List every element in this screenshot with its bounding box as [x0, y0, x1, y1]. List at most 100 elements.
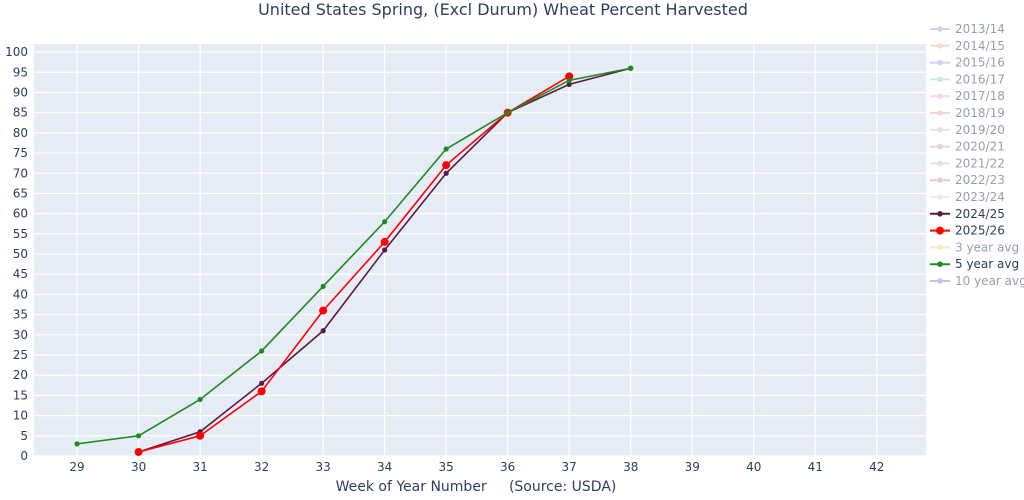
legend-marker — [937, 177, 943, 183]
series-line-2025-26 — [138, 75, 570, 453]
data-point-2024-25 — [382, 247, 388, 253]
legend-marker — [937, 194, 943, 200]
legend-label: 2019/20 — [955, 123, 1005, 137]
y-tick-label: 55 — [13, 227, 28, 241]
legend-label: 3 year avg — [955, 240, 1019, 254]
data-point-2025-26 — [380, 237, 389, 246]
legend-marker — [937, 261, 943, 268]
legend-item-2015-16[interactable]: 2015/16 — [930, 56, 1005, 70]
legend-label: 2017/18 — [955, 89, 1005, 103]
data-point-2024-25 — [443, 170, 449, 176]
y-tick-label: 20 — [13, 368, 28, 382]
legend-label: 2021/22 — [955, 156, 1005, 170]
legend-item-3-year-avg[interactable]: 3 year avg — [930, 240, 1019, 254]
x-tick-label: 37 — [562, 460, 577, 474]
legend-marker — [937, 278, 943, 284]
data-point-2024-25 — [259, 380, 265, 386]
data-point-5-year-avg — [74, 441, 80, 447]
legend-marker — [937, 59, 943, 66]
legend-item-2019-20[interactable]: 2019/20 — [930, 123, 1005, 137]
legend-marker — [937, 76, 943, 83]
y-tick-label: 100 — [5, 45, 28, 59]
y-tick-label: 50 — [13, 247, 28, 261]
data-point-2025-26 — [442, 161, 451, 170]
legend-item-2017-18[interactable]: 2017/18 — [930, 89, 1005, 103]
legend-item-2024-25[interactable]: 2024/25 — [930, 207, 1005, 221]
legend-item-2013-14[interactable]: 2013/14 — [930, 22, 1005, 36]
y-tick-label: 40 — [13, 287, 28, 301]
y-tick-label: 15 — [13, 388, 28, 402]
legend-item-2021-22[interactable]: 2021/22 — [930, 156, 1005, 170]
y-tick-label: 95 — [13, 65, 28, 79]
y-tick-label: 30 — [13, 328, 28, 342]
legend-item-2014-15[interactable]: 2014/15 — [930, 39, 1005, 53]
legend-label: 2016/17 — [955, 72, 1005, 86]
x-tick-label: 40 — [746, 460, 761, 474]
legend-label: 2025/26 — [955, 224, 1005, 238]
legend-label: 5 year avg — [955, 257, 1019, 271]
series-line-5-year-avg — [76, 67, 631, 445]
legend-item-2023-24[interactable]: 2023/24 — [930, 190, 1005, 204]
legend-marker — [937, 244, 943, 251]
grid-lines — [34, 44, 926, 457]
legend-marker — [937, 211, 943, 217]
y-tick-label: 45 — [13, 267, 28, 281]
legend-label: 2018/19 — [955, 106, 1005, 120]
x-tick-label: 36 — [500, 460, 515, 474]
x-tick-label: 39 — [685, 460, 700, 474]
legend-item-2022-23[interactable]: 2022/23 — [930, 173, 1005, 187]
x-tick-label: 42 — [869, 460, 884, 474]
x-tick-label: 41 — [808, 460, 823, 474]
legend: 2013/14 2014/15 2015/16 2016/17 2017/18 2018/… — [930, 22, 1024, 288]
data-point-2025-26 — [134, 447, 143, 456]
data-point-5-year-avg — [443, 146, 449, 152]
legend-label: 10 year avg — [955, 274, 1024, 288]
y-tick-label: 65 — [13, 186, 28, 200]
data-point-2025-26 — [319, 306, 328, 315]
y-tick-label: 90 — [13, 85, 28, 99]
y-tick-label: 5 — [20, 429, 28, 443]
legend-item-10-year-avg[interactable]: 10 year avg — [930, 274, 1024, 288]
legend-marker — [937, 127, 943, 133]
plot-area — [34, 44, 926, 456]
x-tick-label: 31 — [192, 460, 207, 474]
legend-label: 2020/21 — [955, 140, 1005, 154]
legend-label: 2014/15 — [955, 39, 1005, 53]
x-tick-label: 38 — [623, 460, 638, 474]
legend-marker — [937, 110, 943, 116]
data-point-2024-25 — [320, 328, 326, 334]
y-axis-ticks: 0 5 10 15 20 25 30 35 40 45 50 55 60 65 70 75 80 85 90 95 10… — [5, 45, 28, 463]
y-tick-label: 35 — [13, 308, 28, 322]
series-2025-26 — [134, 72, 574, 456]
legend-marker — [937, 93, 943, 99]
x-tick-label: 30 — [131, 460, 146, 474]
legend-item-2025-26[interactable]: 2025/26 — [930, 224, 1005, 238]
series-lines — [74, 65, 634, 456]
legend-item-2016-17[interactable]: 2016/17 — [930, 72, 1005, 86]
legend-item-5-year-avg[interactable]: 5 year avg — [930, 257, 1019, 271]
legend-label: 2022/23 — [955, 173, 1005, 187]
x-axis-ticks: 29 30 31 32 33 34 35 36 37 38 39 40 41 42 — [69, 460, 884, 474]
legend-item-2018-19[interactable]: 2018/19 — [930, 106, 1005, 120]
data-point-5-year-avg — [259, 348, 265, 354]
y-tick-label: 75 — [13, 146, 28, 160]
data-point-5-year-avg — [628, 65, 634, 71]
data-point-2024-25 — [566, 81, 572, 87]
y-tick-label: 25 — [13, 348, 28, 362]
legend-label: 2015/16 — [955, 56, 1005, 70]
series-5-year-avg — [74, 65, 634, 447]
x-axis-label: Week of Year Number (Source: USDA) — [336, 479, 617, 495]
data-point-5-year-avg — [566, 77, 572, 83]
x-tick-label: 29 — [69, 460, 84, 474]
legend-item-2020-21[interactable]: 2020/21 — [930, 140, 1005, 154]
data-point-2025-26 — [257, 387, 266, 396]
legend-marker — [937, 26, 943, 32]
data-point-5-year-avg — [320, 283, 326, 289]
data-point-2025-26 — [196, 431, 205, 440]
x-tick-label: 34 — [377, 460, 392, 474]
legend-label: 2023/24 — [955, 190, 1005, 204]
y-tick-label: 80 — [13, 126, 28, 140]
legend-marker — [937, 143, 943, 150]
data-point-5-year-avg — [197, 396, 203, 403]
